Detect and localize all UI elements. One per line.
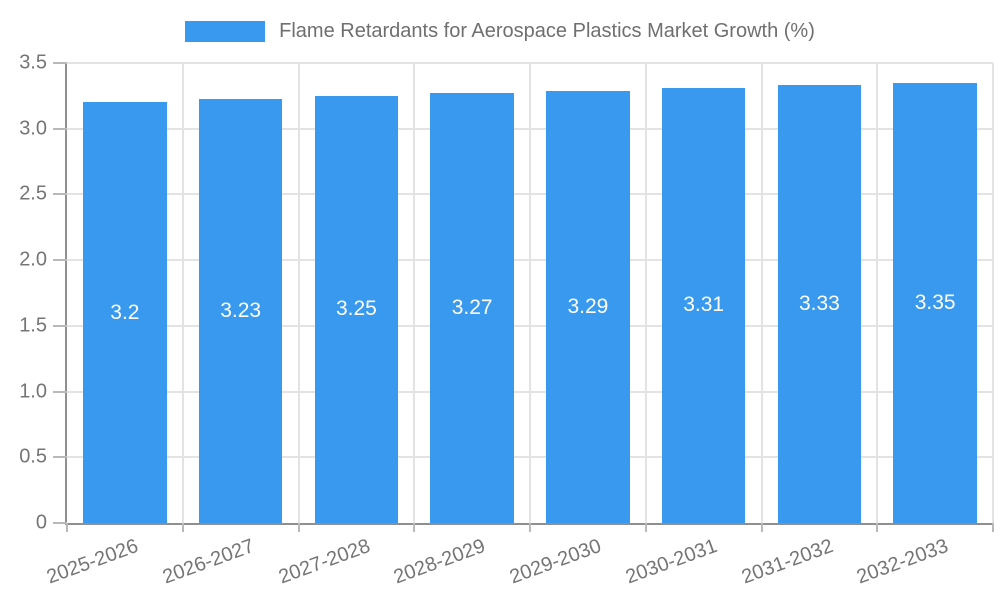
y-axis-tick-label: 1.0	[19, 380, 47, 403]
bar-2032-2033	[893, 82, 977, 523]
y-axis-tick-label: 3.0	[19, 117, 47, 140]
gridline-vertical	[644, 63, 647, 523]
x-axis-tick	[181, 523, 184, 532]
bar-value-label: 3.31	[683, 293, 725, 317]
y-axis-tick-label: 2.5	[19, 182, 47, 205]
y-axis-tick-label: 1.5	[19, 314, 47, 337]
x-axis-tick-label: 2031-2032	[738, 535, 836, 589]
legend-item[interactable]: Flame Retardants for Aerospace Plastics …	[185, 19, 815, 43]
y-axis-tick	[53, 62, 67, 64]
x-axis-tick	[760, 523, 763, 532]
y-axis-tick	[53, 324, 67, 327]
bar-2025-2026	[83, 102, 167, 523]
bar-2031-2032	[777, 85, 862, 523]
bar-2029-2030	[546, 90, 630, 523]
y-axis-tick	[53, 456, 67, 459]
x-axis-tick-label: 2032-2033	[854, 535, 952, 589]
x-axis-tick	[992, 523, 994, 532]
x-axis-tick	[297, 523, 300, 532]
x-axis-tick	[876, 523, 879, 532]
bar-2028-2029	[430, 93, 514, 523]
legend-swatch-icon	[185, 20, 266, 42]
bar-2030-2031	[661, 87, 746, 523]
x-axis-tick	[529, 523, 531, 532]
bar-value-label: 3.33	[798, 292, 840, 316]
x-axis-tick-label: 2026-2027	[159, 535, 258, 589]
gridline-vertical	[181, 63, 184, 523]
bar-value-label: 3.29	[567, 294, 609, 318]
legend: Flame Retardants for Aerospace Plastics …	[0, 19, 1000, 43]
y-axis-tick-label: 0	[35, 511, 47, 534]
plot-area: 3.2 3.23 3.25 3.27 3.29 3.31 3.33 3.35	[67, 62, 994, 523]
bar-2026-2027	[198, 98, 283, 523]
gridline-vertical	[529, 63, 531, 523]
y-axis-tick	[53, 193, 67, 196]
y-axis-line	[65, 63, 67, 523]
y-axis-tick-label: 2.0	[19, 248, 47, 271]
x-axis-tick-label: 2029-2030	[506, 535, 605, 589]
gridline-vertical	[413, 63, 416, 523]
y-axis-tick	[53, 259, 67, 262]
bar-value-label: 3.25	[335, 297, 377, 321]
x-axis-tick-label: 2025-2026	[43, 535, 142, 589]
y-axis-tick-label: 3.5	[19, 51, 47, 74]
y-axis-tick	[53, 390, 67, 393]
y-axis-tick-label: 0.5	[19, 445, 47, 468]
gridline-vertical	[876, 63, 879, 523]
gridline-vertical	[992, 63, 994, 523]
gridline-vertical	[760, 63, 763, 523]
bar-value-label: 3.27	[451, 296, 493, 320]
y-axis-tick	[53, 522, 67, 524]
x-axis-tick-label: 2028-2029	[391, 535, 489, 589]
y-axis-tick	[53, 127, 67, 130]
bar-2027-2028	[314, 95, 399, 523]
bar-value-label: 3.2	[110, 300, 140, 324]
x-axis-tick	[413, 523, 416, 532]
x-axis-tick	[644, 523, 647, 532]
gridline-vertical	[297, 63, 300, 523]
x-axis-tick-label: 2030-2031	[622, 535, 721, 589]
x-axis-tick	[66, 523, 68, 532]
chart-title: Flame Retardants for Aerospace Plastics …	[279, 20, 815, 42]
bar-value-label: 3.23	[220, 298, 262, 322]
x-axis-tick-label: 2027-2028	[275, 535, 373, 589]
bar-value-label: 3.35	[914, 290, 956, 314]
